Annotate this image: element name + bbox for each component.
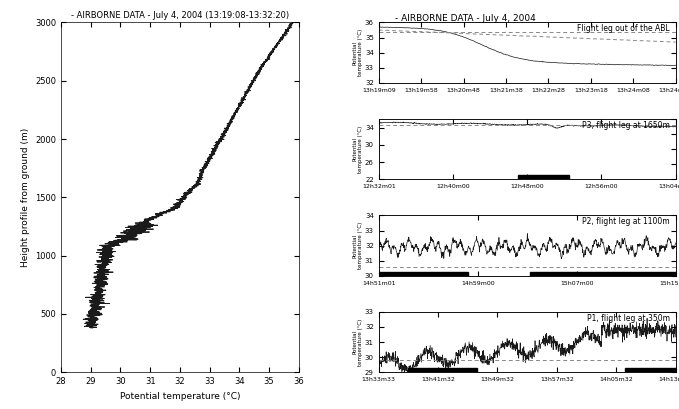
Bar [530, 272, 676, 276]
Bar [409, 368, 477, 372]
Text: - AIRBORNE DATA - July 4, 2004: - AIRBORNE DATA - July 4, 2004 [394, 14, 536, 23]
Bar [625, 368, 676, 372]
Y-axis label: Potential
temperature (°C): Potential temperature (°C) [352, 319, 363, 366]
Text: P1, flight leg at 350m: P1, flight leg at 350m [587, 314, 669, 323]
Bar [379, 272, 468, 276]
Y-axis label: Potential
temperature (°C): Potential temperature (°C) [352, 126, 363, 173]
Text: P3, flight leg at 1650m: P3, flight leg at 1650m [582, 121, 669, 130]
Bar [519, 175, 569, 179]
X-axis label: Potential temperature (°C): Potential temperature (°C) [120, 391, 240, 400]
Y-axis label: Height profile from ground (m): Height profile from ground (m) [20, 128, 30, 267]
Text: Flight leg out of the ABL: Flight leg out of the ABL [577, 24, 669, 33]
Y-axis label: Potential
temperature (°C): Potential temperature (°C) [352, 222, 363, 269]
Text: P2, flight leg at 1100m: P2, flight leg at 1100m [582, 217, 669, 226]
Title: - AIRBORNE DATA - July 4, 2004 (13:19:08-13:32:20): - AIRBORNE DATA - July 4, 2004 (13:19:08… [71, 11, 289, 20]
Y-axis label: Potential
temperature (°C): Potential temperature (°C) [352, 29, 363, 76]
